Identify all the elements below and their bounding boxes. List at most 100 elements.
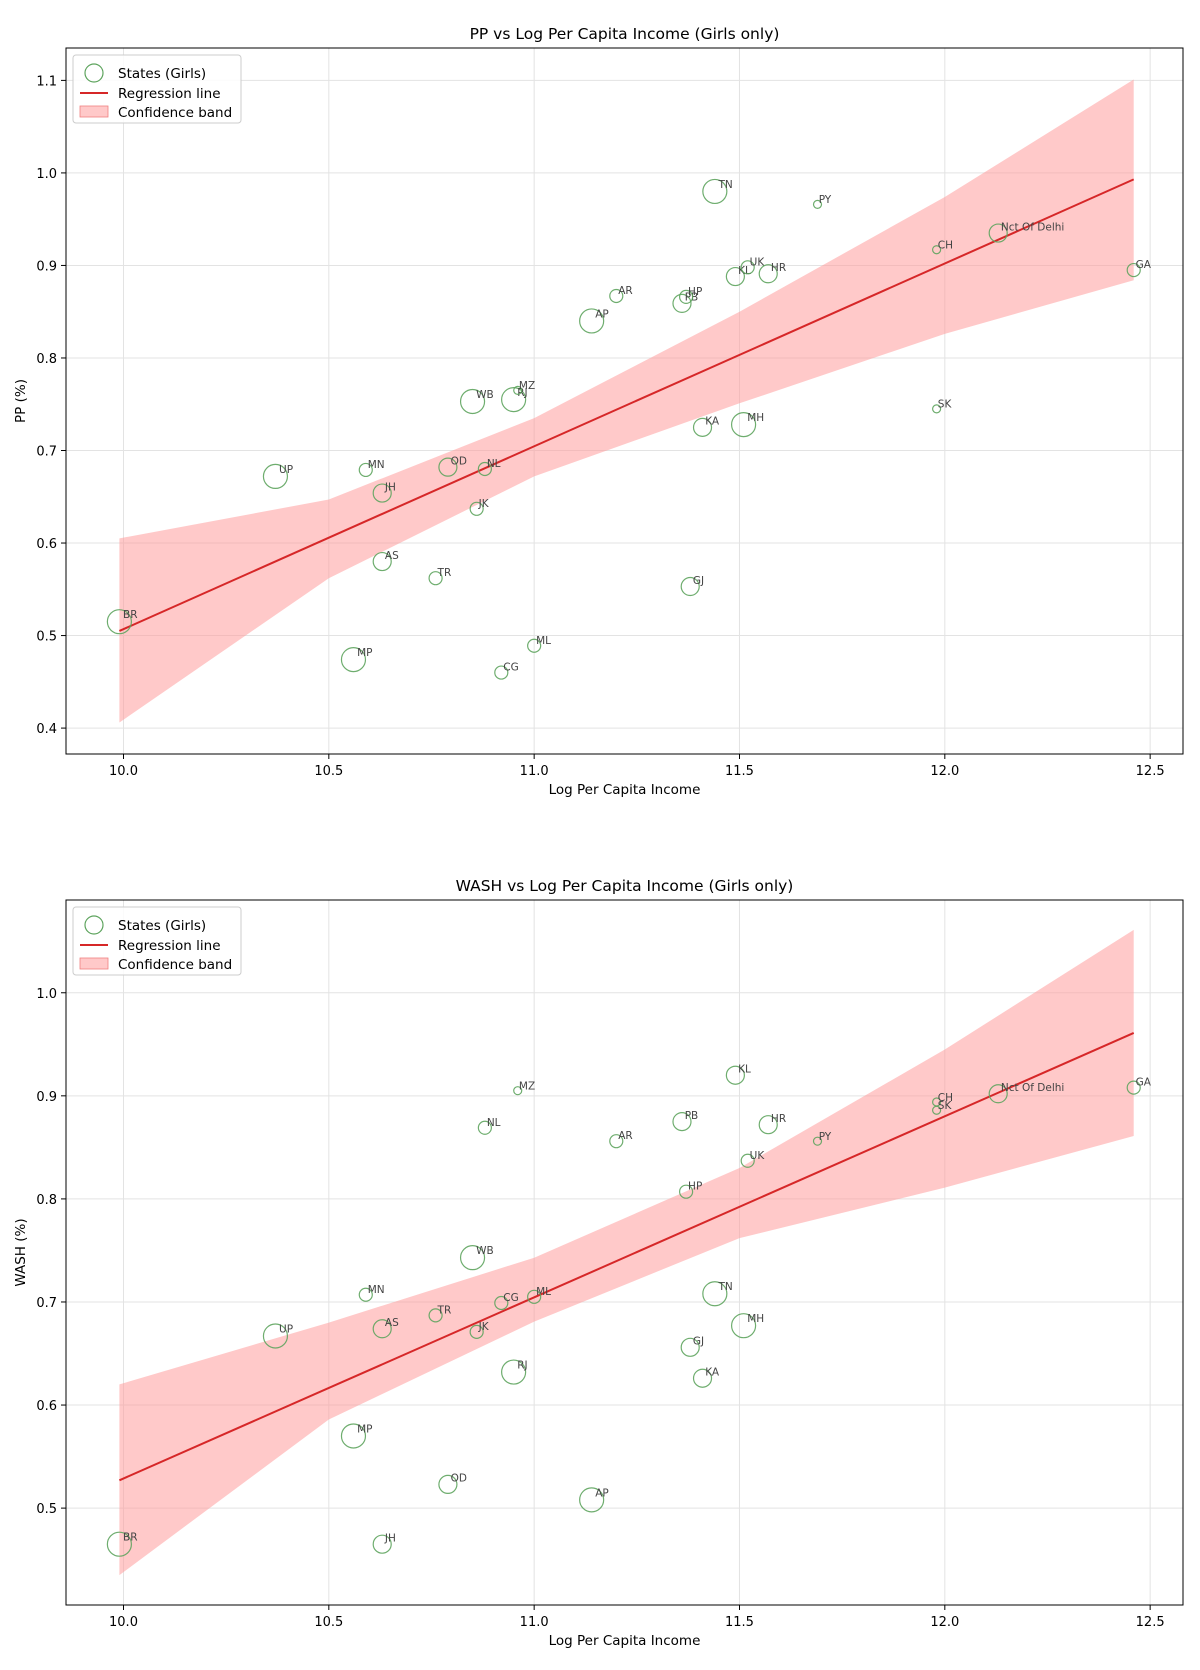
data-point[interactable] xyxy=(812,199,823,209)
regression-line xyxy=(118,1032,1135,1482)
data-point[interactable] xyxy=(340,647,367,673)
data-point[interactable] xyxy=(678,1184,694,1199)
data-point[interactable] xyxy=(988,1084,1008,1104)
data-point[interactable] xyxy=(469,501,484,516)
legend-box xyxy=(72,54,242,124)
legend-label: Confidence band xyxy=(118,957,232,973)
data-point[interactable] xyxy=(477,461,492,477)
data-point[interactable] xyxy=(262,1323,289,1349)
y-tick-label: 0.8 xyxy=(36,352,57,367)
point-label: PB xyxy=(685,1110,699,1122)
data-point[interactable] xyxy=(740,260,755,275)
point-label: MP xyxy=(357,1423,372,1435)
data-point[interactable] xyxy=(494,1295,509,1311)
data-point[interactable] xyxy=(527,638,542,653)
data-point[interactable] xyxy=(428,571,443,586)
data-point[interactable] xyxy=(1126,262,1141,278)
data-point[interactable] xyxy=(692,1368,713,1388)
data-point[interactable] xyxy=(932,404,942,414)
data-point[interactable] xyxy=(513,1086,523,1096)
data-point[interactable] xyxy=(262,463,289,490)
y-tick-label: 0.9 xyxy=(36,259,57,274)
point-label: MZ xyxy=(519,1080,535,1092)
x-tick-label: 12.5 xyxy=(1136,764,1165,779)
data-point[interactable] xyxy=(740,1153,755,1168)
data-point[interactable] xyxy=(501,387,527,413)
data-point[interactable] xyxy=(932,245,942,255)
data-point[interactable] xyxy=(527,1289,542,1304)
data-point[interactable] xyxy=(702,178,728,205)
data-point[interactable] xyxy=(579,308,605,334)
point-label: UP xyxy=(279,1323,293,1335)
data-point[interactable] xyxy=(459,1245,486,1271)
y-tick-label: 0.5 xyxy=(36,1502,57,1517)
point-label: GJ xyxy=(693,1336,704,1348)
legend-marker-band xyxy=(79,957,109,970)
data-point[interactable] xyxy=(678,289,694,305)
y-tick-label: 0.5 xyxy=(36,630,57,645)
data-point[interactable] xyxy=(1126,1080,1141,1095)
data-point[interactable] xyxy=(106,609,132,635)
point-label: NL xyxy=(487,458,501,470)
data-point[interactable] xyxy=(372,551,392,572)
data-point[interactable] xyxy=(758,1115,778,1135)
point-label: UP xyxy=(279,464,293,476)
point-label: WB xyxy=(476,1245,494,1257)
data-point[interactable] xyxy=(812,1136,823,1146)
point-label: AR xyxy=(618,1130,632,1142)
x-tick-label: 10.0 xyxy=(109,1615,138,1630)
data-point[interactable] xyxy=(725,1065,745,1085)
data-point[interactable] xyxy=(609,288,624,304)
data-point[interactable] xyxy=(438,1474,458,1495)
data-point[interactable] xyxy=(730,411,757,438)
data-point[interactable] xyxy=(340,1423,367,1449)
data-point[interactable] xyxy=(438,457,458,477)
data-point[interactable] xyxy=(372,1534,392,1554)
y-tick-label: 0.8 xyxy=(36,1193,57,1208)
point-label: UK xyxy=(750,256,766,268)
data-point[interactable] xyxy=(702,1281,728,1307)
data-point[interactable] xyxy=(358,462,373,478)
data-point[interactable] xyxy=(477,1120,492,1135)
y-tick-label: 0.6 xyxy=(36,537,57,552)
point-label: Nct Of Delhi xyxy=(1001,1082,1064,1094)
point-label: CH xyxy=(938,1092,953,1104)
data-point[interactable] xyxy=(428,1308,443,1323)
data-point[interactable] xyxy=(358,1287,373,1302)
data-point[interactable] xyxy=(579,1487,605,1513)
data-point[interactable] xyxy=(932,1105,942,1115)
data-point[interactable] xyxy=(459,388,486,415)
y-tick-label: 0.7 xyxy=(36,1296,57,1311)
data-point[interactable] xyxy=(730,1313,757,1339)
data-point[interactable] xyxy=(680,1337,700,1357)
data-point[interactable] xyxy=(680,576,700,597)
data-point[interactable] xyxy=(513,385,523,395)
point-label: MH xyxy=(747,1313,764,1325)
point-label: JH xyxy=(384,1532,396,1544)
data-point[interactable] xyxy=(372,1319,392,1339)
data-point[interactable] xyxy=(609,1134,624,1149)
data-point[interactable] xyxy=(758,264,778,284)
legend-label: States (Girls) xyxy=(118,66,206,82)
legend-label: Regression line xyxy=(118,86,221,102)
data-point[interactable] xyxy=(501,1359,527,1385)
point-label: PY xyxy=(819,194,832,206)
data-point[interactable] xyxy=(469,1324,484,1339)
data-point[interactable] xyxy=(672,1112,692,1132)
point-label: JK xyxy=(478,498,490,510)
x-tick-label: 11.5 xyxy=(725,764,754,779)
point-label: NL xyxy=(487,1117,501,1129)
x-tick-label: 12.0 xyxy=(930,764,959,779)
y-tick-label: 1.0 xyxy=(36,167,57,182)
y-tick-label: 0.4 xyxy=(36,722,57,737)
data-point[interactable] xyxy=(106,1531,132,1557)
data-point[interactable] xyxy=(372,483,392,503)
data-point[interactable] xyxy=(692,417,713,437)
data-point[interactable] xyxy=(672,293,692,313)
legend-box xyxy=(72,906,242,976)
data-point[interactable] xyxy=(494,665,509,680)
data-point[interactable] xyxy=(725,266,745,287)
data-point[interactable] xyxy=(988,223,1008,243)
y-axis-label: PP (%) xyxy=(13,379,29,423)
